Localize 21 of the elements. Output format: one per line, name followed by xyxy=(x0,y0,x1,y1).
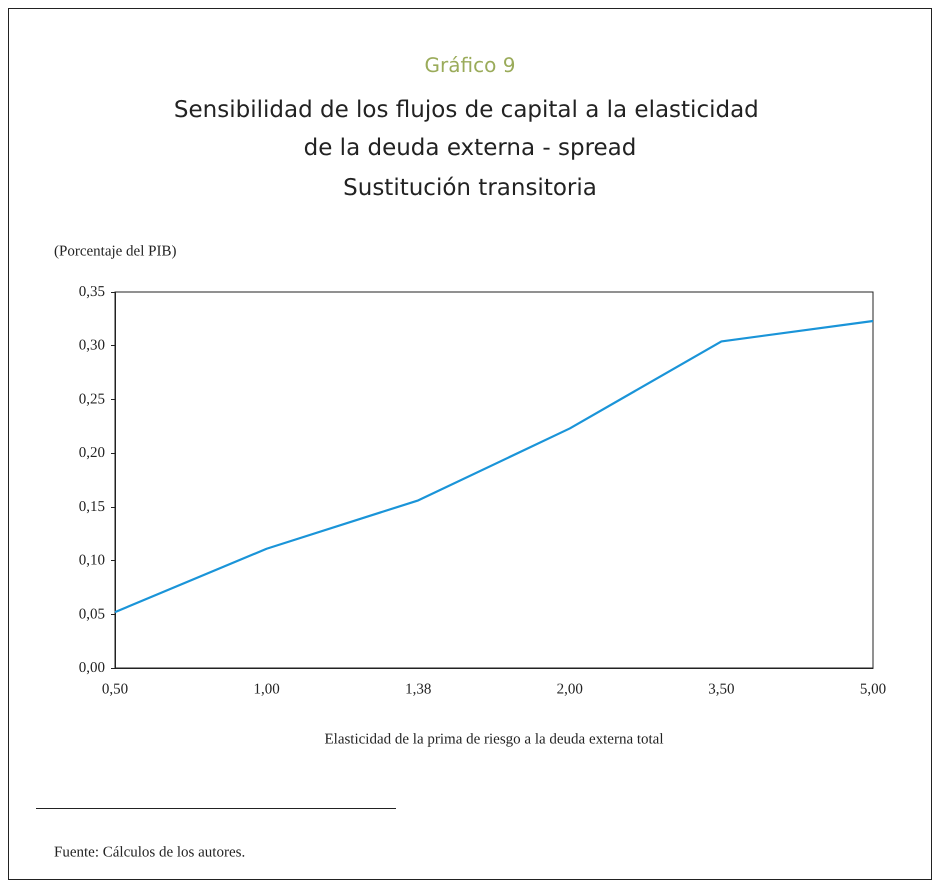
text: Gráfico 9 xyxy=(424,53,516,77)
y-axis-title: (Porcentaje del PIB) xyxy=(54,244,176,260)
x-tick-label: 1,00 xyxy=(253,682,280,698)
y-tick-label: 0,15 xyxy=(78,498,105,515)
x-axis-title: Elasticidad de la prima de riesgo a la deuda externa total xyxy=(324,732,664,748)
x-tick-label: 3,50 xyxy=(708,682,735,698)
y-tick-label: 0,25 xyxy=(78,391,105,408)
x-tick-label: 2,00 xyxy=(556,682,583,698)
y-tick-label: 0,05 xyxy=(78,606,105,622)
chart-subtitle: Sustitución transitoria xyxy=(343,175,597,201)
y-tick-label: 0,35 xyxy=(78,284,105,300)
source-note: Fuente: Cálculos de los autores. xyxy=(54,844,246,860)
x-tick-label: 0,50 xyxy=(102,682,128,698)
chart-title: Sensibilidad de los flujos de capital a la elasticidad de la deuda externa - spread xyxy=(174,97,766,161)
y-tick-label: 0,10 xyxy=(78,552,105,569)
x-tick-label: 5,00 xyxy=(860,682,886,698)
y-tick-label: 0,00 xyxy=(78,660,105,676)
line-series xyxy=(114,320,874,614)
y-tick-label: 0,30 xyxy=(78,338,105,354)
y-tick-label: 0,20 xyxy=(78,445,105,462)
x-tick-label: 1,38 xyxy=(405,682,432,698)
